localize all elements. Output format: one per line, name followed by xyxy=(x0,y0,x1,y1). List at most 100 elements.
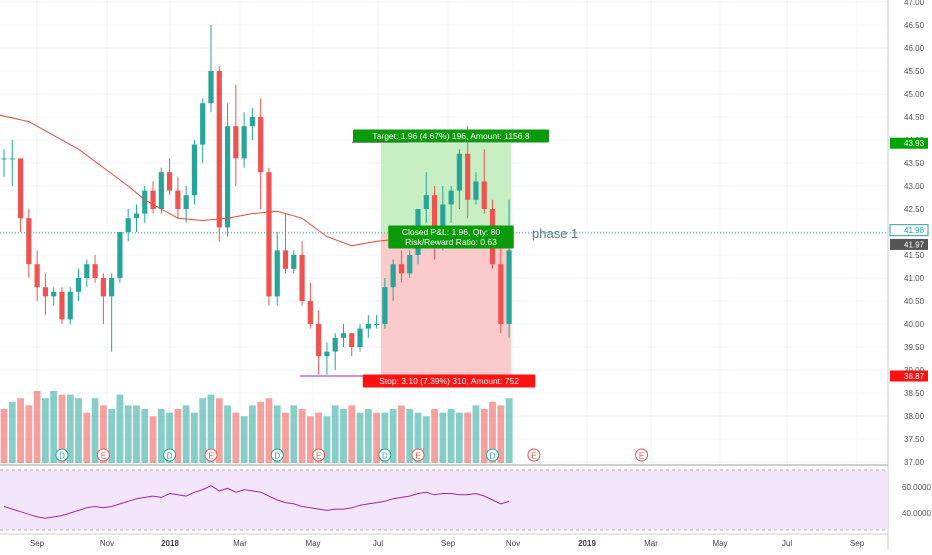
volume-bar xyxy=(315,412,323,463)
candle-body[interactable] xyxy=(365,324,371,329)
candle-body[interactable] xyxy=(440,204,446,232)
rsi-line xyxy=(3,485,510,519)
candle-body[interactable] xyxy=(398,264,405,274)
candle-body[interactable] xyxy=(191,144,198,196)
candle-body[interactable] xyxy=(448,190,454,205)
candle-body[interactable] xyxy=(183,195,189,209)
candle-body[interactable] xyxy=(224,126,231,228)
rsi-pane xyxy=(0,469,888,531)
price-axis[interactable]: 47.0046.5046.0045.5045.0044.5044.0043.50… xyxy=(889,0,931,518)
candle-body[interactable] xyxy=(498,264,504,324)
stop-price-tag[interactable]: 38.87 xyxy=(890,370,928,382)
y-tick-label: 41.50 xyxy=(904,251,925,260)
event-marker-d[interactable]: D xyxy=(486,448,500,462)
candle-body[interactable] xyxy=(349,333,355,347)
candle-body[interactable] xyxy=(75,278,82,292)
event-marker-e[interactable]: E xyxy=(96,448,110,462)
candle-body[interactable] xyxy=(332,337,338,352)
event-marker-d[interactable]: D xyxy=(378,448,392,462)
stop-price-tag-text: 38.87 xyxy=(904,372,925,381)
candle-body[interactable] xyxy=(299,255,305,301)
candle-body[interactable] xyxy=(431,195,438,232)
candle-body[interactable] xyxy=(316,324,322,357)
candle-body[interactable] xyxy=(51,291,57,297)
event-marker-d[interactable]: D xyxy=(55,448,69,462)
target-label-text: Target: 1.96 (4.67%) 196, Amount: 1156.8 xyxy=(372,131,529,141)
candle-body[interactable] xyxy=(109,278,115,297)
candle-body[interactable] xyxy=(125,218,131,232)
event-marker-d[interactable]: D xyxy=(270,448,284,462)
candle-body[interactable] xyxy=(133,213,140,219)
candle-body[interactable] xyxy=(324,351,330,357)
candle-body[interactable] xyxy=(175,190,181,209)
volume-bar xyxy=(381,412,389,463)
candle-body[interactable] xyxy=(17,158,24,219)
candle-body[interactable] xyxy=(423,195,429,209)
candle-body[interactable] xyxy=(26,218,32,265)
candle-body[interactable] xyxy=(407,255,413,274)
candle-body[interactable] xyxy=(473,181,479,200)
candle-body[interactable] xyxy=(67,291,73,320)
candle-body[interactable] xyxy=(42,287,48,297)
candle-body[interactable] xyxy=(142,190,148,214)
candle-body[interactable] xyxy=(382,287,388,324)
event-marker-circle xyxy=(527,448,541,462)
stop-zone xyxy=(380,233,512,376)
candle-body[interactable] xyxy=(241,126,247,159)
candle-body[interactable] xyxy=(307,301,313,324)
candle-body[interactable] xyxy=(167,172,173,191)
volume-bar xyxy=(398,405,405,463)
phase-annotation[interactable]: phase 1 xyxy=(532,226,578,241)
candle-body[interactable] xyxy=(117,232,123,278)
candle-body[interactable] xyxy=(274,250,280,297)
event-marker-letter: D xyxy=(274,452,280,461)
candle-body[interactable] xyxy=(59,291,65,320)
stop-label[interactable]: Stop: 3.10 (7.39%) 310, Amount: 752 xyxy=(362,374,536,388)
candle-body[interactable] xyxy=(390,264,396,288)
candle-body[interactable] xyxy=(506,250,512,324)
time-axis[interactable]: Sep Nov 2018 Mar May Jul Sep Nov 2019 Mar May Jul Se… xyxy=(30,539,865,548)
candle-body[interactable] xyxy=(9,158,15,160)
candle-body[interactable] xyxy=(456,153,462,191)
volume-bar xyxy=(108,409,116,463)
candle-body[interactable] xyxy=(258,117,264,173)
volume-bar xyxy=(456,412,463,463)
candle-body[interactable] xyxy=(233,126,239,159)
candle-body[interactable] xyxy=(200,103,206,145)
event-marker-e[interactable]: E xyxy=(411,448,425,462)
candle-body[interactable] xyxy=(374,324,380,325)
event-marker-e[interactable]: E xyxy=(527,448,541,462)
candle-body[interactable] xyxy=(465,153,471,200)
event-marker-d[interactable]: D xyxy=(163,448,177,462)
candle-body[interactable] xyxy=(340,333,347,338)
last-price-tag[interactable]: 41.97 xyxy=(890,238,928,250)
event-marker-e[interactable]: E xyxy=(204,448,218,462)
candle-body[interactable] xyxy=(92,264,98,278)
candle-body[interactable] xyxy=(291,255,297,269)
candle-body[interactable] xyxy=(266,172,272,297)
candle-body[interactable] xyxy=(208,71,214,104)
volume-bar xyxy=(265,398,273,463)
candle-body[interactable] xyxy=(34,264,40,288)
candle-body[interactable] xyxy=(1,158,7,160)
price-tag[interactable]: 41.98 xyxy=(889,224,929,237)
position-overlays[interactable]: Target: 1.96 (4.67%) 196, Amount: 1156.8… xyxy=(0,129,888,388)
candle-body[interactable] xyxy=(357,328,363,347)
candle-body[interactable] xyxy=(282,250,289,269)
candle-body[interactable] xyxy=(84,264,90,278)
target-price-tag[interactable]: 43.93 xyxy=(890,137,928,149)
event-marker-e[interactable]: E xyxy=(312,448,326,462)
volume-bar xyxy=(282,412,289,463)
candle-body[interactable] xyxy=(158,172,164,209)
candle-body[interactable] xyxy=(150,190,156,209)
target-label[interactable]: Target: 1.96 (4.67%) 196, Amount: 1156.8 xyxy=(353,129,549,143)
candle-body[interactable] xyxy=(100,278,106,297)
candle-body[interactable] xyxy=(216,71,222,228)
y-tick-label: 44.50 xyxy=(904,113,925,122)
event-marker-e[interactable]: E xyxy=(635,448,649,462)
candle-body[interactable] xyxy=(249,117,255,127)
candle-body[interactable] xyxy=(481,181,487,209)
